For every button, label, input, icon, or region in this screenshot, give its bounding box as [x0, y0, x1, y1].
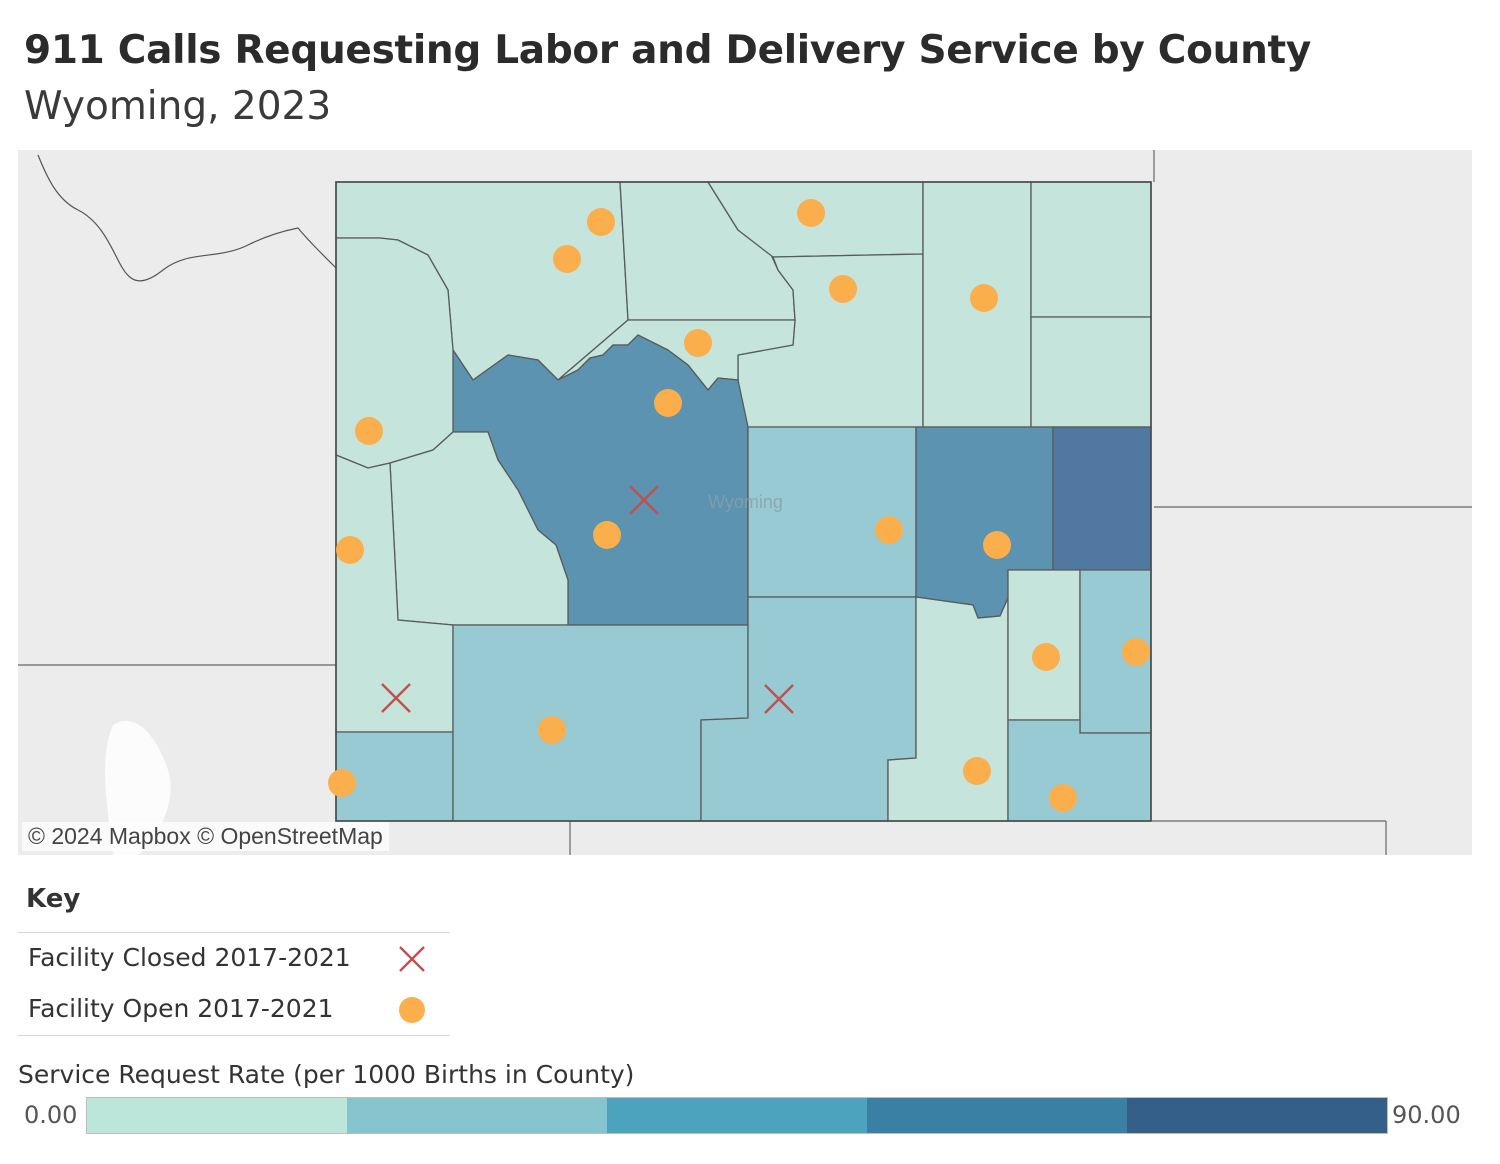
open-facility-marker[interactable] — [593, 521, 621, 549]
chart-title: 911 Calls Requesting Labor and Delivery … — [24, 28, 1312, 73]
circle-icon — [399, 997, 425, 1023]
color-legend-max: 90.00 — [1392, 1101, 1461, 1129]
color-legend-ramp — [86, 1097, 1388, 1134]
closed-facility-marker[interactable] — [764, 684, 794, 714]
open-facility-marker[interactable] — [1122, 638, 1150, 666]
state-label: Wyoming — [708, 492, 783, 512]
open-facility-marker[interactable] — [587, 208, 615, 236]
closed-facility-marker[interactable] — [629, 485, 659, 515]
open-facility-marker[interactable] — [1032, 643, 1060, 671]
key-title: Key — [26, 884, 81, 914]
open-facility-marker[interactable] — [1049, 784, 1077, 812]
open-facility-marker[interactable] — [875, 516, 903, 544]
county-crook[interactable] — [1030, 181, 1152, 318]
county-weston[interactable] — [1030, 316, 1152, 428]
key-panel: Facility Closed 2017-2021 Facility Open … — [18, 932, 450, 1036]
open-facility-marker[interactable] — [355, 417, 383, 445]
closed-facility-markers[interactable] — [381, 485, 794, 714]
color-ramp-step — [1127, 1098, 1387, 1133]
county-natrona[interactable] — [747, 426, 917, 598]
open-facility-marker[interactable] — [983, 531, 1011, 559]
open-facility-marker[interactable] — [538, 716, 566, 744]
open-facility-marker[interactable] — [970, 284, 998, 312]
county-teton[interactable] — [335, 237, 454, 469]
color-legend-min: 0.00 — [24, 1101, 78, 1129]
open-facility-marker[interactable] — [684, 329, 712, 357]
county-laramie[interactable] — [1007, 719, 1152, 822]
color-ramp-step — [347, 1098, 607, 1133]
open-facility-marker[interactable] — [829, 275, 857, 303]
key-item-open-label: Facility Open 2017-2021 — [28, 994, 334, 1023]
map-view[interactable]: Wyoming — [18, 150, 1472, 855]
color-ramp-step — [867, 1098, 1127, 1133]
map-attribution[interactable]: © 2024 Mapbox © OpenStreetMap — [22, 822, 389, 851]
montana-idaho-border — [37, 154, 337, 282]
map-canvas[interactable]: Wyoming — [18, 150, 1472, 855]
county-niobrara[interactable] — [1052, 426, 1152, 571]
closed-facility-marker[interactable] — [381, 683, 411, 713]
lake-shape — [105, 721, 171, 855]
open-facility-marker[interactable] — [963, 757, 991, 785]
open-facility-marker[interactable] — [336, 536, 364, 564]
open-facility-marker[interactable] — [553, 245, 581, 273]
open-facility-marker[interactable] — [328, 769, 356, 797]
color-ramp-step — [87, 1098, 347, 1133]
color-ramp-step — [607, 1098, 867, 1133]
open-facility-markers[interactable] — [328, 199, 1150, 812]
open-facility-marker[interactable] — [654, 389, 682, 417]
key-item-closed-label: Facility Closed 2017-2021 — [28, 943, 351, 972]
county-layer[interactable] — [335, 181, 1152, 822]
chart-subtitle: Wyoming, 2023 — [24, 84, 332, 129]
color-legend-title: Service Request Rate (per 1000 Births in… — [18, 1060, 635, 1089]
open-facility-marker[interactable] — [797, 199, 825, 227]
x-mark-icon — [399, 946, 425, 972]
wyoming-outline — [335, 181, 1152, 822]
